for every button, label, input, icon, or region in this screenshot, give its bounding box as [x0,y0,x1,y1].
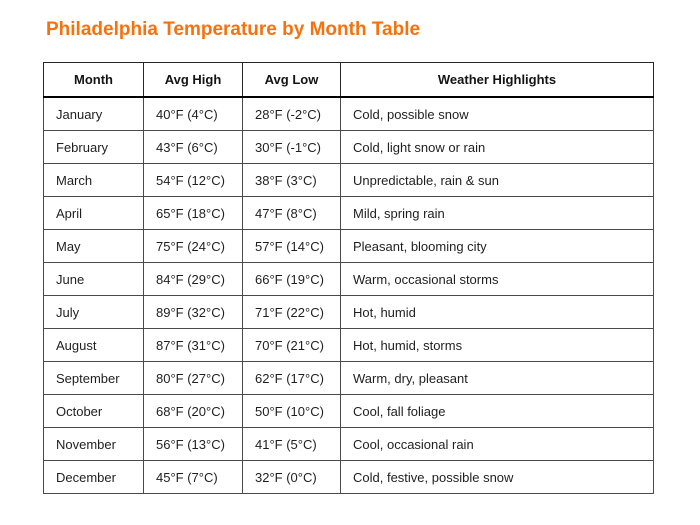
table-row: July 89°F (32°C) 71°F (22°C) Hot, humid [43,295,654,329]
table-cell-highlights: Cold, light snow or rain [340,130,654,164]
table-row: August 87°F (31°C) 70°F (21°C) Hot, humid, … [43,328,654,362]
table-cell-highlights: Cold, possible snow [340,96,654,131]
table-cell-avg-high: 65°F (18°C) [143,196,243,230]
table-cell-avg-low: 38°F (3°C) [242,163,341,197]
table-cell-avg-high: 89°F (32°C) [143,295,243,329]
table-cell-month: April [43,196,144,230]
page-title: Philadelphia Temperature by Month Table [46,19,421,40]
table-row: February 43°F (6°C) 30°F (-1°C) Cold, light… [43,130,654,164]
table-cell-avg-low: 66°F (19°C) [242,262,341,296]
table-cell-month: November [43,427,144,461]
table-cell-highlights: Pleasant, blooming city [340,229,654,263]
table-cell-highlights: Hot, humid, storms [340,328,654,362]
table-cell-highlights: Hot, humid [340,295,654,329]
table-cell-month: May [43,229,144,263]
table-header: Month Avg High Avg Low Weather Highlight… [43,62,654,98]
table-cell-highlights: Cool, occasional rain [340,427,654,461]
table-cell-avg-low: 47°F (8°C) [242,196,341,230]
table-row: October 68°F (20°C) 50°F (10°C) Cool, fall … [43,394,654,428]
table-cell-month: March [43,163,144,197]
table-cell-highlights: Cool, fall foliage [340,394,654,428]
table-cell-month: October [43,394,144,428]
temperature-table: Month Avg High Avg Low Weather Highlight… [43,62,654,494]
table-cell-avg-high: 68°F (20°C) [143,394,243,428]
table-cell-avg-high: 84°F (29°C) [143,262,243,296]
table-cell-avg-low: 30°F (-1°C) [242,130,341,164]
col-header-month: Month [43,62,144,98]
table-cell-avg-low: 71°F (22°C) [242,295,341,329]
table-cell-month: January [43,96,144,131]
table-cell-avg-high: 40°F (4°C) [143,96,243,131]
table-cell-avg-high: 45°F (7°C) [143,460,243,494]
table-cell-avg-low: 70°F (21°C) [242,328,341,362]
table-cell-month: December [43,460,144,494]
table-row: March 54°F (12°C) 38°F (3°C) Unpredictable,… [43,163,654,197]
table-row: April 65°F (18°C) 47°F (8°C) Mild, spring r… [43,196,654,230]
table-cell-avg-low: 32°F (0°C) [242,460,341,494]
table-cell-avg-high: 54°F (12°C) [143,163,243,197]
table-row: May 75°F (24°C) 57°F (14°C) Pleasant, bloom… [43,229,654,263]
table-cell-avg-high: 56°F (13°C) [143,427,243,461]
table-cell-avg-low: 50°F (10°C) [242,394,341,428]
table-cell-highlights: Warm, dry, pleasant [340,361,654,395]
header-row: Month Avg High Avg Low Weather Highlight… [43,62,654,98]
table-cell-avg-high: 87°F (31°C) [143,328,243,362]
table-cell-avg-high: 43°F (6°C) [143,130,243,164]
table-cell-highlights: Unpredictable, rain & sun [340,163,654,197]
table-row: January 40°F (4°C) 28°F (-2°C) Cold, possib… [43,96,654,131]
table-cell-avg-low: 57°F (14°C) [242,229,341,263]
col-header-avg-low: Avg Low [242,62,341,98]
table-cell-avg-low: 62°F (17°C) [242,361,341,395]
table-row: November 56°F (13°C) 41°F (5°C) Cool, occas… [43,427,654,461]
col-header-weather-highlights: Weather Highlights [340,62,654,98]
table-cell-month: June [43,262,144,296]
table-row: June 84°F (29°C) 66°F (19°C) Warm, occasion… [43,262,654,296]
table-cell-avg-high: 80°F (27°C) [143,361,243,395]
table-cell-month: July [43,295,144,329]
table-cell-avg-low: 41°F (5°C) [242,427,341,461]
table-cell-month: February [43,130,144,164]
table-cell-avg-high: 75°F (24°C) [143,229,243,263]
table-cell-avg-low: 28°F (-2°C) [242,96,341,131]
table-cell-highlights: Mild, spring rain [340,196,654,230]
table-row: September 80°F (27°C) 62°F (17°C) Warm, dry… [43,361,654,395]
table-cell-month: September [43,361,144,395]
table-row: December 45°F (7°C) 32°F (0°C) Cold, festiv… [43,460,654,494]
table-cell-highlights: Warm, occasional storms [340,262,654,296]
table-cell-highlights: Cold, festive, possible snow [340,460,654,494]
col-header-avg-high: Avg High [143,62,243,98]
table-body: January 40°F (4°C) 28°F (-2°C) Cold, possib… [43,96,654,494]
table-cell-month: August [43,328,144,362]
